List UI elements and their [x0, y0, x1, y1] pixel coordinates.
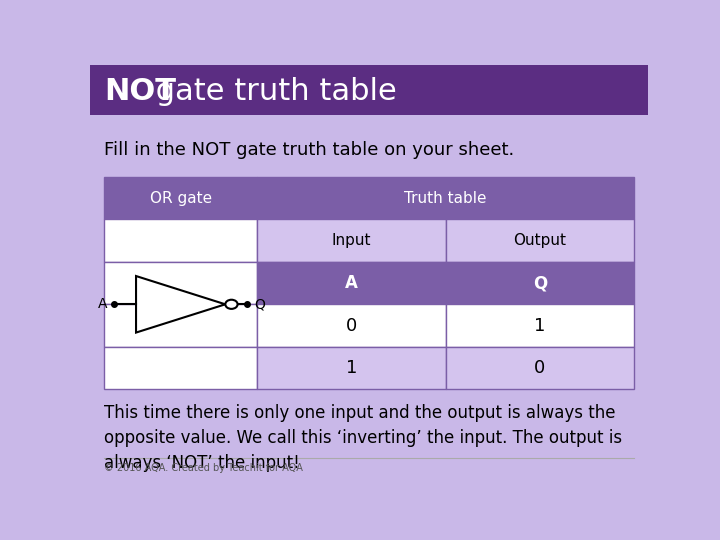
FancyBboxPatch shape: [104, 219, 258, 262]
Text: 1: 1: [346, 359, 357, 377]
FancyBboxPatch shape: [446, 219, 634, 262]
FancyBboxPatch shape: [104, 262, 258, 305]
Text: Truth table: Truth table: [405, 191, 487, 206]
FancyBboxPatch shape: [446, 262, 634, 305]
FancyBboxPatch shape: [258, 219, 446, 262]
FancyBboxPatch shape: [258, 262, 446, 305]
Text: Q: Q: [533, 274, 547, 292]
Text: A: A: [98, 298, 107, 311]
Text: A: A: [345, 274, 358, 292]
Text: 0: 0: [534, 359, 546, 377]
FancyBboxPatch shape: [446, 305, 634, 347]
Text: Output: Output: [513, 233, 567, 248]
FancyBboxPatch shape: [90, 65, 648, 114]
Text: gate truth table: gate truth table: [145, 77, 397, 106]
FancyBboxPatch shape: [104, 177, 258, 219]
FancyBboxPatch shape: [258, 347, 446, 389]
FancyBboxPatch shape: [104, 305, 258, 347]
Text: Input: Input: [332, 233, 372, 248]
Text: This time there is only one input and the output is always the
opposite value. W: This time there is only one input and th…: [104, 404, 622, 471]
Text: © 2016 AQA. Created by Teachit for AQA: © 2016 AQA. Created by Teachit for AQA: [104, 463, 303, 473]
FancyBboxPatch shape: [104, 347, 258, 389]
Text: OR gate: OR gate: [150, 191, 212, 206]
FancyBboxPatch shape: [258, 177, 634, 219]
Text: 0: 0: [346, 316, 357, 334]
Circle shape: [225, 300, 238, 309]
FancyBboxPatch shape: [258, 305, 446, 347]
FancyBboxPatch shape: [446, 347, 634, 389]
Text: Fill in the NOT gate truth table on your sheet.: Fill in the NOT gate truth table on your…: [104, 141, 514, 159]
Text: NOT: NOT: [104, 77, 176, 106]
Polygon shape: [136, 276, 225, 333]
Text: 1: 1: [534, 316, 546, 334]
Text: Q: Q: [254, 298, 265, 311]
